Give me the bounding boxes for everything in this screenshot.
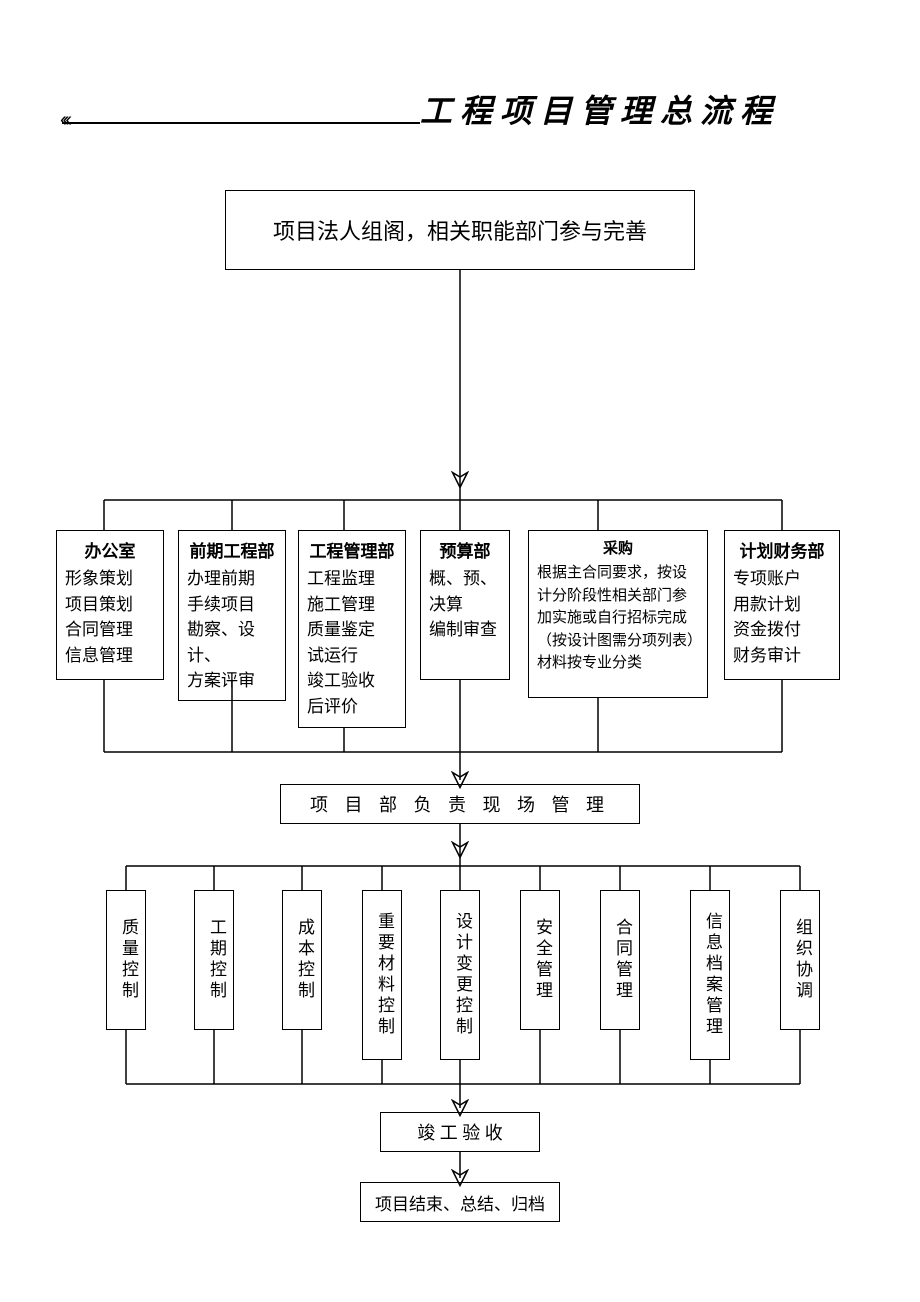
dept-line: 竣工验收 bbox=[307, 668, 397, 694]
control-node-5: 安全管理 bbox=[520, 890, 560, 1030]
control-node-7: 信息档案管理 bbox=[690, 890, 730, 1060]
site-mgmt-text: 项 目 部 负 责 现 场 管 理 bbox=[310, 791, 610, 817]
dept-line: 形象策划 bbox=[65, 566, 155, 592]
top-node: 项目法人组阁，相关职能部门参与完善 bbox=[225, 190, 695, 270]
dept-line: 勘察、设计、 bbox=[187, 617, 277, 668]
dept-line: （按设计图需分项列表） bbox=[537, 630, 699, 653]
dept-title: 预算部 bbox=[429, 537, 501, 562]
acceptance-node: 竣 工 验 收 bbox=[380, 1112, 540, 1152]
dept-node-0: 办公室形象策划项目策划合同管理信息管理 bbox=[56, 530, 164, 680]
control-node-8: 组织协调 bbox=[780, 890, 820, 1030]
dept-line: 工程监理 bbox=[307, 566, 397, 592]
control-node-0: 质量控制 bbox=[106, 890, 146, 1030]
dept-line: 加实施或自行招标完成 bbox=[537, 607, 699, 630]
dept-line: 编制审查 bbox=[429, 617, 501, 643]
dept-line: 方案评审 bbox=[187, 668, 277, 694]
control-node-6: 合同管理 bbox=[600, 890, 640, 1030]
title-underline bbox=[62, 122, 420, 124]
final-node: 项目结束、总结、归档 bbox=[360, 1182, 560, 1222]
site-mgmt-node: 项 目 部 负 责 现 场 管 理 bbox=[280, 784, 640, 824]
dept-line: 手续项目 bbox=[187, 592, 277, 618]
dept-line: 施工管理 bbox=[307, 592, 397, 618]
dept-title: 计划财务部 bbox=[733, 537, 831, 562]
flowchart-canvas: ‹‹‹ 工程项目管理总流程 项目法人组阁，相关职能部门参与完善 办公室形象策划项… bbox=[0, 0, 920, 1302]
dept-title: 前期工程部 bbox=[187, 537, 277, 562]
acceptance-text: 竣 工 验 收 bbox=[417, 1119, 503, 1145]
dept-line: 根据主合同要求，按设 bbox=[537, 562, 699, 585]
dept-line: 专项账户 bbox=[733, 566, 831, 592]
control-node-1: 工期控制 bbox=[194, 890, 234, 1030]
dept-node-3: 预算部概、预、决算编制审查 bbox=[420, 530, 510, 680]
dept-line: 材料按专业分类 bbox=[537, 652, 699, 675]
dept-line: 后评价 bbox=[307, 694, 397, 720]
dept-title: 工程管理部 bbox=[307, 537, 397, 562]
dept-node-1: 前期工程部办理前期手续项目勘察、设计、方案评审 bbox=[178, 530, 286, 701]
final-text: 项目结束、总结、归档 bbox=[375, 1190, 545, 1215]
dept-line: 试运行 bbox=[307, 643, 397, 669]
dept-node-5: 计划财务部专项账户用款计划资金拨付财务审计 bbox=[724, 530, 840, 680]
dept-line: 合同管理 bbox=[65, 617, 155, 643]
dept-line: 质量鉴定 bbox=[307, 617, 397, 643]
dept-line: 计分阶段性相关部门参 bbox=[537, 585, 699, 608]
dept-line: 信息管理 bbox=[65, 643, 155, 669]
top-node-text: 项目法人组阁，相关职能部门参与完善 bbox=[273, 214, 647, 246]
dept-node-4: 采购根据主合同要求，按设计分阶段性相关部门参加实施或自行招标完成（按设计图需分项… bbox=[528, 530, 708, 698]
dept-node-2: 工程管理部工程监理施工管理质量鉴定试运行竣工验收后评价 bbox=[298, 530, 406, 728]
dept-line: 用款计划 bbox=[733, 592, 831, 618]
dept-line: 概、预、 bbox=[429, 566, 501, 592]
dept-line: 决算 bbox=[429, 592, 501, 618]
dept-line: 资金拨付 bbox=[733, 617, 831, 643]
dept-title: 办公室 bbox=[65, 537, 155, 562]
control-node-4: 设计变更控制 bbox=[440, 890, 480, 1060]
control-node-2: 成本控制 bbox=[282, 890, 322, 1030]
dept-line: 财务审计 bbox=[733, 643, 831, 669]
dept-line: 办理前期 bbox=[187, 566, 277, 592]
page-title: 工程项目管理总流程 bbox=[420, 86, 780, 132]
dept-title: 采购 bbox=[537, 537, 699, 558]
title-arrows: ‹‹‹ bbox=[60, 109, 68, 132]
control-node-3: 重要材料控制 bbox=[362, 890, 402, 1060]
dept-line: 项目策划 bbox=[65, 592, 155, 618]
